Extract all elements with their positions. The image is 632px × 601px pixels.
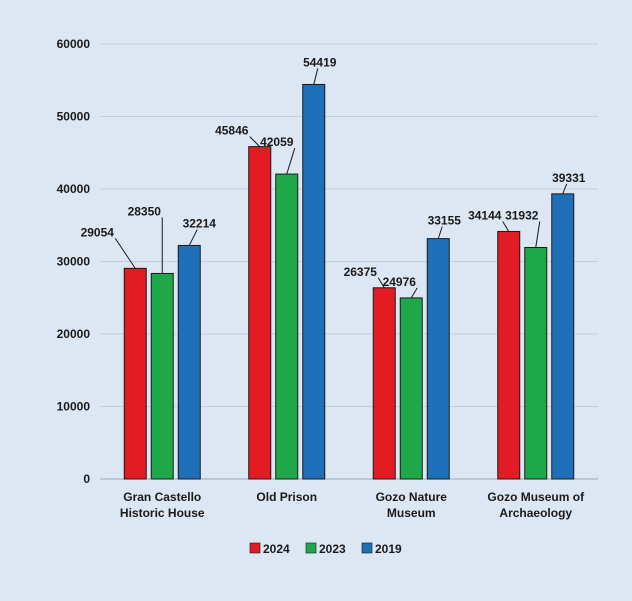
x-tick-label: Museum — [387, 506, 436, 520]
x-tick-label: Gran Castello — [123, 490, 201, 504]
x-tick-label: Archaeology — [499, 506, 572, 520]
y-tick-label: 50000 — [57, 110, 91, 124]
data-label: 39331 — [552, 171, 586, 185]
bar-2024 — [123, 267, 147, 480]
legend-swatch-2024 — [249, 542, 261, 554]
x-tick-label: Historic House — [120, 506, 205, 520]
y-tick-label: 20000 — [57, 327, 91, 341]
bar-2024 — [497, 230, 521, 480]
data-label-leader — [286, 147, 296, 175]
data-label-leader — [377, 277, 385, 289]
bar-2019 — [551, 193, 575, 480]
legend-label-2019: 2019 — [375, 542, 402, 556]
data-label-leader — [562, 183, 568, 195]
x-tick-label: Old Prison — [256, 490, 317, 504]
bar-2023 — [150, 272, 174, 480]
data-label: 31932 — [505, 208, 539, 222]
data-label-leader — [502, 221, 510, 232]
data-label-leader — [249, 136, 261, 147]
data-label-leader — [535, 221, 541, 248]
legend-label-2023: 2023 — [319, 542, 346, 556]
x-tick-label: Gozo Nature — [376, 490, 448, 504]
data-label: 54419 — [303, 55, 337, 69]
bar-2023 — [275, 173, 299, 480]
bar-2019 — [177, 244, 201, 480]
bar-2024 — [248, 146, 272, 480]
bar-2024 — [372, 287, 396, 480]
data-label: 26375 — [344, 265, 378, 279]
data-label: 45846 — [215, 124, 249, 138]
legend-label-2024: 2024 — [263, 542, 290, 556]
data-label: 32214 — [183, 216, 217, 230]
data-label: 28350 — [128, 204, 162, 218]
data-label-leader — [114, 238, 136, 269]
legend-swatch-2023 — [305, 542, 317, 554]
bar-2023 — [399, 297, 423, 480]
x-tick-label: Gozo Museum of — [487, 490, 585, 504]
legend-swatch-2019 — [361, 542, 373, 554]
data-label: 34144 — [468, 208, 502, 222]
y-tick-label: 30000 — [57, 255, 91, 269]
y-tick-label: 0 — [83, 472, 90, 486]
y-tick-label: 40000 — [57, 182, 91, 196]
y-tick-label: 10000 — [57, 400, 91, 414]
bar-2019 — [426, 238, 450, 480]
data-label-leader — [437, 226, 443, 239]
bar-2019 — [302, 83, 326, 480]
data-label: 29054 — [81, 225, 115, 239]
bar-2023 — [524, 246, 548, 480]
data-label: 24976 — [383, 275, 417, 289]
y-tick-label: 60000 — [57, 37, 91, 51]
data-label-leader — [313, 68, 319, 85]
data-label: 33155 — [428, 214, 462, 228]
data-label-leader — [188, 229, 198, 246]
data-label-leader — [410, 287, 418, 299]
data-label: 42059 — [260, 135, 294, 149]
